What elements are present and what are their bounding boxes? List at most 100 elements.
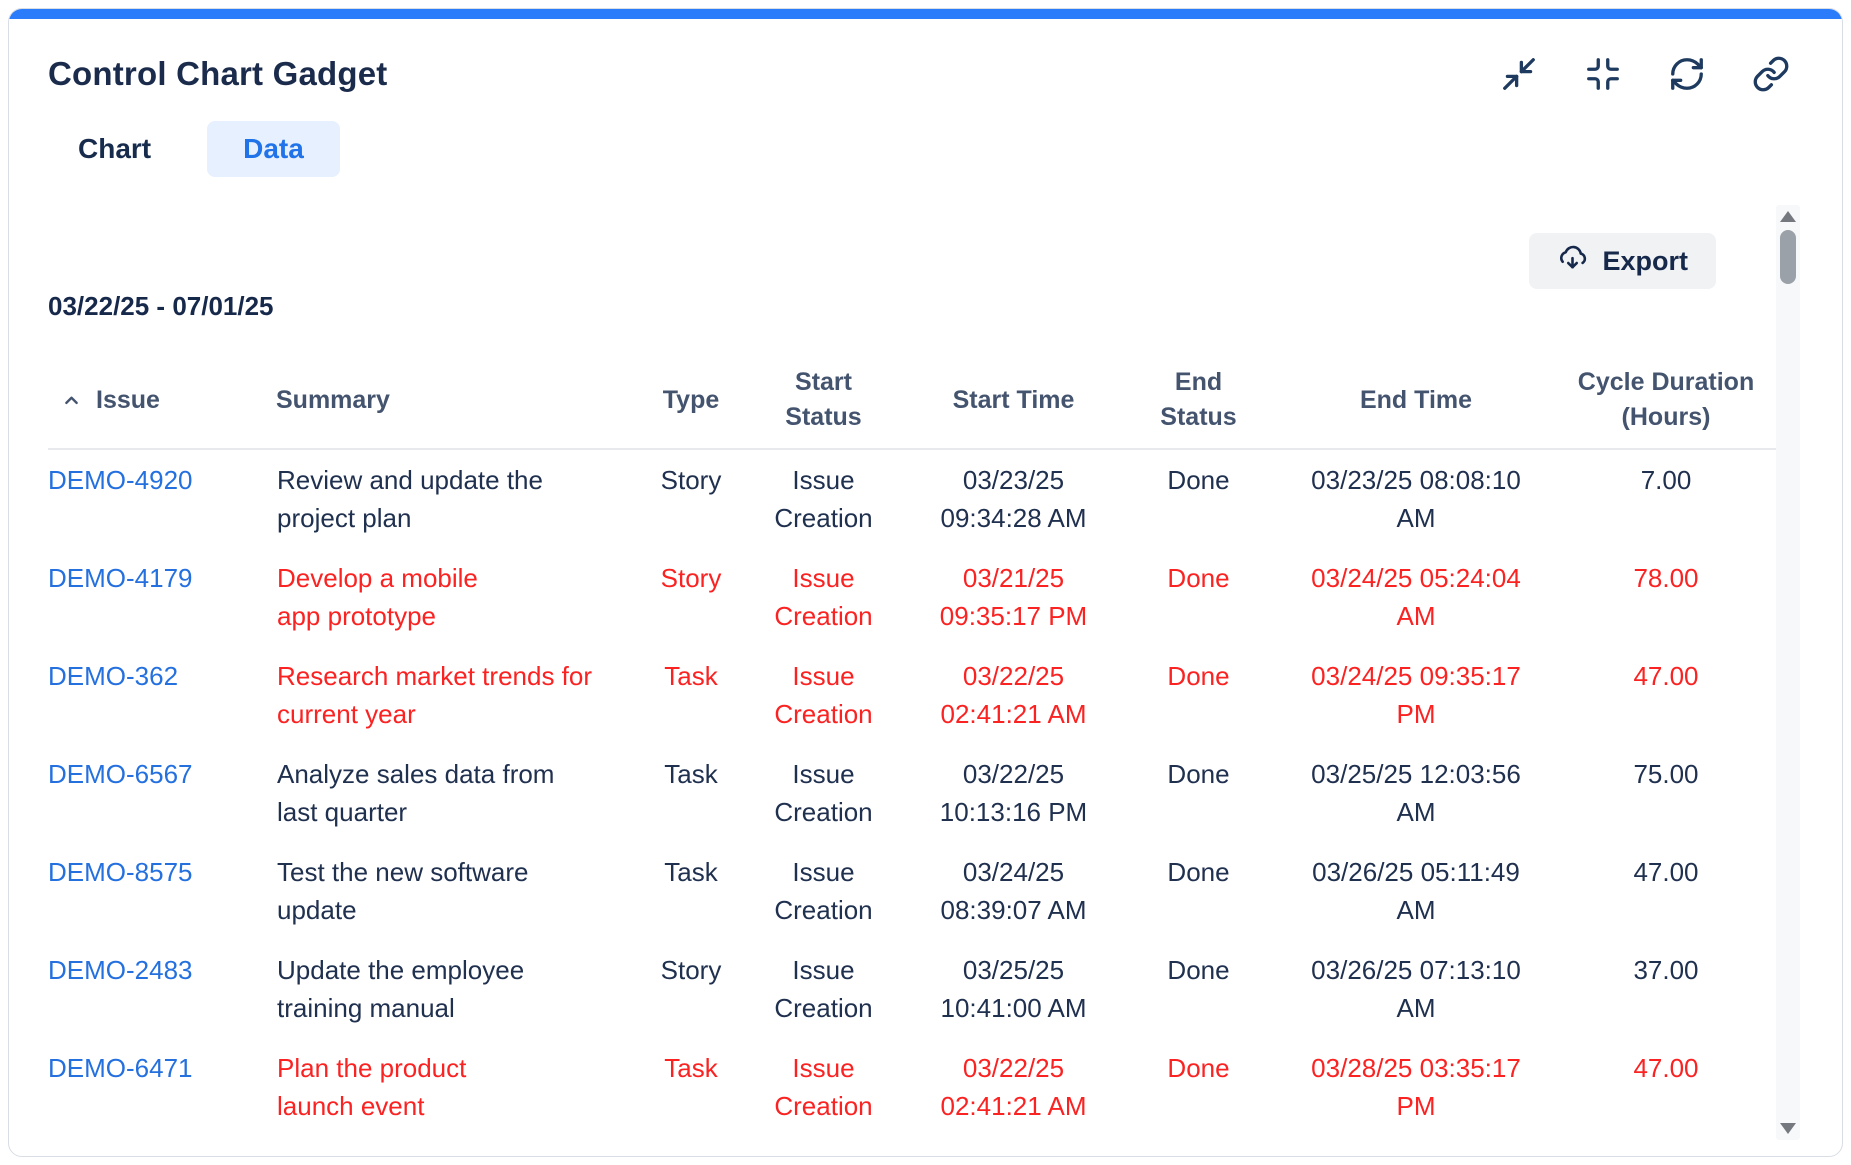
- column-header-start-status: Start Status: [785, 368, 862, 431]
- issue-cell: DEMO-6471: [48, 1049, 276, 1087]
- refresh-icon[interactable]: [1668, 55, 1706, 93]
- type-cell: Task: [664, 661, 718, 691]
- type-cell: Story: [660, 465, 722, 495]
- data-panel: Export 03/22/25 - 07/01/25 Issue Summary…: [9, 233, 1842, 1136]
- issue-link[interactable]: DEMO-4920: [48, 465, 193, 495]
- summary-cell: Review and update the project plan: [277, 465, 543, 533]
- issue-cell: DEMO-4179: [48, 559, 276, 597]
- column-header-issue-label: Issue: [96, 385, 160, 414]
- end-status-cell: Done: [1167, 661, 1230, 691]
- scroll-down-arrow-icon[interactable]: [1780, 1123, 1796, 1134]
- end-time-cell: 03/24/25 05:24:04 AM: [1311, 563, 1521, 631]
- issue-link[interactable]: DEMO-8575: [48, 857, 193, 887]
- cycle-duration-cell: 47.00: [1633, 1053, 1699, 1083]
- issue-link[interactable]: DEMO-362: [48, 661, 179, 691]
- end-time-cell: 03/23/25 08:08:10 AM: [1311, 465, 1521, 533]
- cloud-download-icon: [1557, 242, 1588, 280]
- column-header-end-time: End Time: [1359, 385, 1473, 414]
- type-cell: Story: [660, 955, 722, 985]
- summary-cell: Research market trends for current year: [277, 661, 593, 729]
- issue-link[interactable]: DEMO-2483: [48, 955, 193, 985]
- tab-bar: Chart Data: [48, 121, 1842, 177]
- issue-cell: DEMO-6567: [48, 755, 276, 793]
- table-row: DEMO-4179 Develop a mobile app prototype…: [48, 548, 1776, 646]
- summary-cell: Update the employee training manual: [277, 955, 525, 1023]
- start-status-cell: Issue Creation: [774, 661, 873, 729]
- start-status-cell: Issue Creation: [774, 955, 873, 1023]
- start-time-cell: 03/22/25 02:41:21 AM: [940, 1053, 1087, 1121]
- vertical-scrollbar[interactable]: [1776, 205, 1800, 1140]
- summary-cell: Plan the product launch event: [277, 1053, 467, 1121]
- summary-cell: Test the new software update: [277, 857, 529, 925]
- scroll-up-arrow-icon[interactable]: [1780, 211, 1796, 222]
- cycle-duration-cell: 47.00: [1633, 857, 1699, 887]
- issue-cell: DEMO-8575: [48, 853, 276, 891]
- end-status-cell: Done: [1167, 759, 1230, 789]
- end-status-cell: Done: [1167, 955, 1230, 985]
- exit-fullscreen-icon[interactable]: [1584, 55, 1622, 93]
- export-label: Export: [1602, 245, 1688, 276]
- tab-chart[interactable]: Chart: [78, 133, 152, 164]
- start-status-cell: Issue Creation: [774, 759, 873, 827]
- start-time-cell: 03/25/25 10:41:00 AM: [940, 955, 1087, 1023]
- accent-top-bar: [9, 9, 1842, 19]
- issue-cell: DEMO-2483: [48, 951, 276, 989]
- end-time-cell: 03/28/25 03:35:17 PM: [1311, 1053, 1521, 1121]
- end-time-cell: 03/26/25 07:13:10 AM: [1311, 955, 1521, 1023]
- column-header-end-status: End Status: [1160, 368, 1237, 431]
- start-status-cell: Issue Creation: [774, 465, 873, 533]
- column-header-start-time: Start Time: [952, 385, 1075, 414]
- type-cell: Task: [664, 759, 718, 789]
- table-row: DEMO-362 Research market trends for curr…: [48, 646, 1776, 744]
- cycle-duration-cell: 7.00: [1640, 465, 1692, 495]
- gadget-card: Control Chart Gadget: [8, 8, 1843, 1157]
- column-header-cycle-duration: Cycle Duration (Hours): [1577, 368, 1755, 431]
- end-time-cell: 03/24/25 09:35:17 PM: [1311, 661, 1521, 729]
- header-icons: [1500, 55, 1790, 93]
- export-button[interactable]: Export: [1529, 233, 1716, 289]
- start-status-cell: Issue Creation: [774, 857, 873, 925]
- column-header-type: Type: [662, 385, 720, 414]
- start-time-cell: 03/24/25 08:39:07 AM: [940, 857, 1087, 925]
- table-row: DEMO-6471 Plan the product launch event …: [48, 1038, 1776, 1136]
- end-status-cell: Done: [1167, 1053, 1230, 1083]
- start-time-cell: 03/22/25 10:13:16 PM: [939, 759, 1088, 827]
- end-time-cell: 03/26/25 05:11:49 AM: [1312, 857, 1520, 925]
- issue-link[interactable]: DEMO-6471: [48, 1053, 193, 1083]
- link-icon[interactable]: [1752, 55, 1790, 93]
- summary-cell: Analyze sales data from last quarter: [277, 759, 555, 827]
- collapse-icon[interactable]: [1500, 55, 1538, 93]
- card-header: Control Chart Gadget: [9, 19, 1842, 93]
- end-status-cell: Done: [1167, 857, 1230, 887]
- start-time-cell: 03/21/25 09:35:17 PM: [939, 563, 1088, 631]
- column-header-issue[interactable]: Issue: [48, 383, 276, 418]
- table-body: DEMO-4920 Review and update the project …: [48, 450, 1776, 1136]
- export-row: Export: [9, 233, 1842, 289]
- start-status-cell: Issue Creation: [774, 563, 873, 631]
- tab-data[interactable]: Data: [207, 121, 340, 177]
- issue-cell: DEMO-4920: [48, 461, 276, 499]
- end-status-cell: Done: [1167, 465, 1230, 495]
- table-header-row: Issue Summary Type Start Status Start Ti…: [48, 352, 1776, 450]
- sort-ascending-icon: [62, 391, 81, 410]
- table-row: DEMO-8575 Test the new software update T…: [48, 842, 1776, 940]
- issue-link[interactable]: DEMO-4179: [48, 563, 193, 593]
- summary-cell: Develop a mobile app prototype: [277, 563, 478, 631]
- type-cell: Task: [664, 857, 718, 887]
- cycle-duration-cell: 47.00: [1633, 661, 1699, 691]
- start-time-cell: 03/22/25 02:41:21 AM: [940, 661, 1087, 729]
- start-time-cell: 03/23/25 09:34:28 AM: [940, 465, 1087, 533]
- table-row: DEMO-4920 Review and update the project …: [48, 450, 1776, 548]
- table-row: DEMO-6567 Analyze sales data from last q…: [48, 744, 1776, 842]
- date-range: 03/22/25 - 07/01/25: [48, 291, 274, 321]
- end-time-cell: 03/25/25 12:03:56 AM: [1311, 759, 1521, 827]
- column-header-summary: Summary: [276, 385, 390, 414]
- scrollbar-thumb[interactable]: [1780, 230, 1796, 284]
- end-status-cell: Done: [1167, 563, 1230, 593]
- issue-cell: DEMO-362: [48, 657, 276, 695]
- type-cell: Story: [660, 563, 722, 593]
- issue-link[interactable]: DEMO-6567: [48, 759, 193, 789]
- type-cell: Task: [664, 1053, 718, 1083]
- cycle-duration-cell: 78.00: [1633, 563, 1699, 593]
- control-chart-table: Issue Summary Type Start Status Start Ti…: [48, 352, 1776, 1136]
